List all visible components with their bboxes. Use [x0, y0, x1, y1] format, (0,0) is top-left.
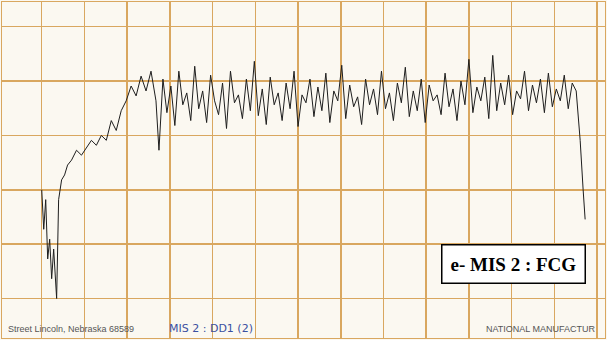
svg-text:Street Lincoln, Nebraska 68589: Street Lincoln, Nebraska 68589	[8, 324, 134, 334]
svg-text:NATIONAL MANUFACTUR: NATIONAL MANUFACTUR	[486, 324, 596, 334]
svg-text:MIS 2 : DD1 (2): MIS 2 : DD1 (2)	[169, 322, 253, 335]
svg-text:e- MIS 2 : FCG: e- MIS 2 : FCG	[451, 254, 577, 275]
